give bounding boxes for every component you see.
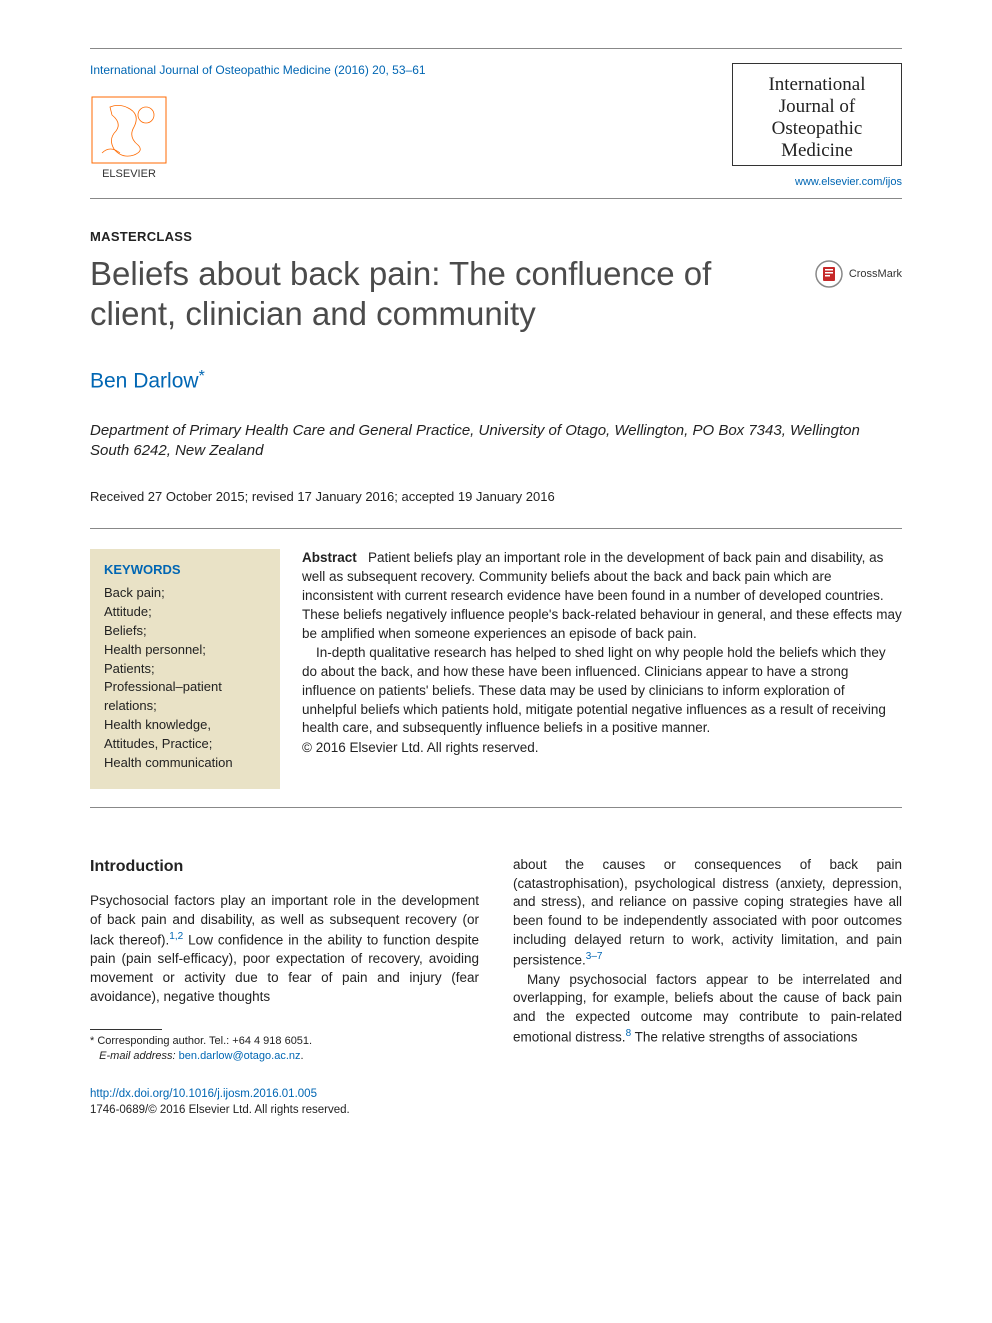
footnote-corr: * Corresponding author. Tel.: +64 4 918 … [90, 1034, 479, 1049]
author-email-link[interactable]: ben.darlow@otago.ac.nz [179, 1050, 301, 1062]
abstract-para-2: In-depth qualitative research has helped… [302, 644, 902, 738]
journal-box-wrapper: International Journal of Osteopathic Med… [732, 63, 902, 188]
keywords-box: KEYWORDS Back pain; Attitude; Beliefs; H… [90, 549, 280, 788]
body-text: The relative strengths of associations [631, 1030, 857, 1045]
publisher-name: ELSEVIER [102, 168, 156, 180]
doi-link[interactable]: http://dx.doi.org/10.1016/j.ijosm.2016.0… [90, 1088, 317, 1100]
journal-title-line: Medicine [747, 140, 887, 162]
abstract-label: Abstract [302, 550, 357, 565]
journal-title-line: International [747, 74, 887, 96]
article-title: Beliefs about back pain: The confluence … [90, 254, 815, 333]
citation-link[interactable]: International Journal of Osteopathic Med… [90, 63, 426, 77]
corresponding-author-footnote: * Corresponding author. Tel.: +64 4 918 … [90, 1034, 479, 1064]
author-row: Ben Darlow* [90, 368, 902, 393]
issn-copyright: 1746-0689/© 2016 Elsevier Ltd. All right… [90, 1102, 479, 1118]
section-heading-introduction: Introduction [90, 856, 479, 878]
divider [90, 807, 902, 808]
divider [90, 528, 902, 529]
column-right: about the causes or consequences of back… [513, 856, 902, 1118]
page-header: International Journal of Osteopathic Med… [90, 48, 902, 199]
publisher-block: International Journal of Osteopathic Med… [90, 63, 426, 181]
body-columns: Introduction Psychosocial factors play a… [90, 856, 902, 1118]
corresponding-marker[interactable]: * [199, 368, 205, 385]
doi-block: http://dx.doi.org/10.1016/j.ijosm.2016.0… [90, 1086, 479, 1118]
crossmark-icon [815, 260, 843, 288]
article-type-label: MASTERCLASS [90, 229, 902, 244]
abstract-text: Abstract Patient beliefs play an importa… [302, 549, 902, 788]
elsevier-logo-icon: ELSEVIER [90, 95, 168, 181]
body-paragraph: Psychosocial factors play an important r… [90, 892, 479, 1007]
crossmark-badge[interactable]: CrossMark [815, 260, 902, 288]
abstract-block: KEYWORDS Back pain; Attitude; Beliefs; H… [90, 549, 902, 788]
crossmark-label: CrossMark [849, 268, 902, 280]
abstract-para-1: Patient beliefs play an important role i… [302, 550, 902, 641]
footnote-divider [90, 1029, 162, 1030]
journal-title-box: International Journal of Osteopathic Med… [732, 63, 902, 166]
title-row: Beliefs about back pain: The confluence … [90, 254, 902, 333]
abstract-copyright: © 2016 Elsevier Ltd. All rights reserved… [302, 739, 902, 758]
body-paragraph: about the causes or consequences of back… [513, 856, 902, 971]
footnote-email-label: E-mail address: [99, 1050, 175, 1062]
author-affiliation: Department of Primary Health Care and Ge… [90, 421, 902, 462]
keywords-list: Back pain; Attitude; Beliefs; Health per… [104, 584, 266, 772]
reference-link[interactable]: 1,2 [169, 931, 183, 942]
keywords-heading: KEYWORDS [104, 561, 266, 580]
body-paragraph: Many psychosocial factors appear to be i… [513, 971, 902, 1048]
journal-title-line: Journal of [747, 96, 887, 118]
column-left: Introduction Psychosocial factors play a… [90, 856, 479, 1118]
journal-title-line: Osteopathic [747, 118, 887, 140]
article-dates: Received 27 October 2015; revised 17 Jan… [90, 489, 902, 504]
body-text: about the causes or consequences of back… [513, 857, 902, 968]
author-link[interactable]: Ben Darlow [90, 369, 199, 392]
reference-link[interactable]: 3–7 [586, 951, 603, 962]
journal-homepage-link[interactable]: www.elsevier.com/ijos [732, 176, 902, 188]
